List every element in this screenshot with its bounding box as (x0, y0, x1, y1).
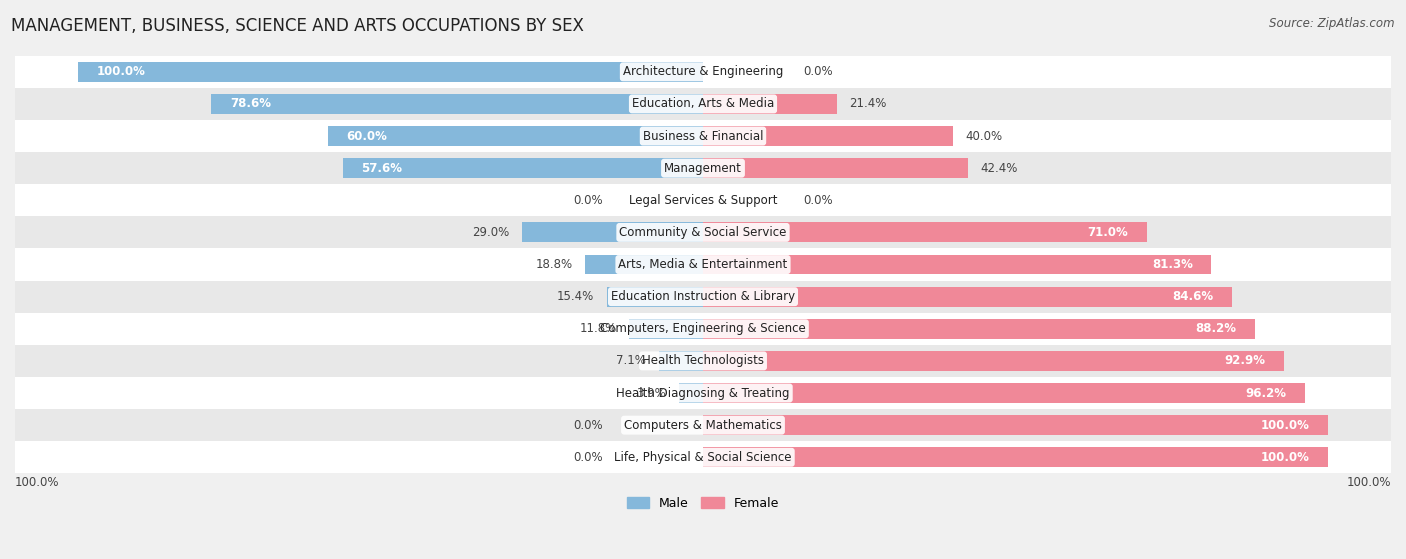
Bar (703, 158, 969, 178)
Text: Source: ZipAtlas.com: Source: ZipAtlas.com (1270, 17, 1395, 30)
Bar (703, 94, 837, 114)
Text: MANAGEMENT, BUSINESS, SCIENCE AND ARTS OCCUPATIONS BY SEX: MANAGEMENT, BUSINESS, SCIENCE AND ARTS O… (11, 17, 583, 35)
Text: 100.0%: 100.0% (15, 476, 59, 489)
Bar (703, 383, 1305, 403)
Bar (15, 312, 1391, 345)
Bar (703, 415, 1329, 435)
Bar (703, 319, 1254, 339)
Legend: Male, Female: Male, Female (621, 492, 785, 515)
Bar (15, 249, 1391, 281)
Bar (15, 216, 1391, 249)
Text: Life, Physical & Social Science: Life, Physical & Social Science (614, 451, 792, 464)
Text: 88.2%: 88.2% (1195, 323, 1236, 335)
Bar (679, 383, 703, 403)
Bar (328, 126, 703, 146)
Text: Computers & Mathematics: Computers & Mathematics (624, 419, 782, 432)
Text: 21.4%: 21.4% (849, 97, 887, 111)
Bar (15, 345, 1391, 377)
Text: 92.9%: 92.9% (1225, 354, 1265, 367)
Text: 0.0%: 0.0% (803, 65, 832, 78)
Bar (15, 441, 1391, 473)
Text: 0.0%: 0.0% (574, 451, 603, 464)
Text: 7.1%: 7.1% (616, 354, 647, 367)
Text: 81.3%: 81.3% (1152, 258, 1192, 271)
Bar (703, 254, 1212, 274)
Text: 57.6%: 57.6% (361, 162, 402, 174)
Text: 96.2%: 96.2% (1244, 386, 1286, 400)
Text: 15.4%: 15.4% (557, 290, 595, 303)
Text: Architecture & Engineering: Architecture & Engineering (623, 65, 783, 78)
Text: Computers, Engineering & Science: Computers, Engineering & Science (600, 323, 806, 335)
Text: 100.0%: 100.0% (1347, 476, 1391, 489)
Text: 100.0%: 100.0% (1261, 451, 1310, 464)
Bar (15, 409, 1391, 441)
Text: Education Instruction & Library: Education Instruction & Library (612, 290, 794, 303)
Text: 29.0%: 29.0% (472, 226, 509, 239)
Text: 3.9%: 3.9% (637, 386, 666, 400)
Text: 71.0%: 71.0% (1088, 226, 1128, 239)
Text: Education, Arts & Media: Education, Arts & Media (631, 97, 775, 111)
Bar (522, 222, 703, 243)
Bar (703, 351, 1284, 371)
Bar (15, 184, 1391, 216)
Text: Legal Services & Support: Legal Services & Support (628, 194, 778, 207)
Bar (15, 281, 1391, 312)
Bar (15, 88, 1391, 120)
Text: 18.8%: 18.8% (536, 258, 572, 271)
Bar (703, 222, 1147, 243)
Bar (606, 287, 703, 307)
Text: 0.0%: 0.0% (803, 194, 832, 207)
Text: Health Technologists: Health Technologists (643, 354, 763, 367)
Text: 60.0%: 60.0% (346, 130, 388, 143)
Text: 78.6%: 78.6% (231, 97, 271, 111)
Text: 40.0%: 40.0% (966, 130, 1002, 143)
Bar (585, 254, 703, 274)
Bar (703, 287, 1232, 307)
Bar (658, 351, 703, 371)
Text: 42.4%: 42.4% (981, 162, 1018, 174)
Bar (703, 447, 1329, 467)
Bar (15, 152, 1391, 184)
Text: 0.0%: 0.0% (574, 194, 603, 207)
Bar (703, 126, 953, 146)
Text: Community & Social Service: Community & Social Service (619, 226, 787, 239)
Text: Arts, Media & Entertainment: Arts, Media & Entertainment (619, 258, 787, 271)
Bar (15, 56, 1391, 88)
Bar (211, 94, 703, 114)
Text: 100.0%: 100.0% (96, 65, 145, 78)
Text: 0.0%: 0.0% (574, 419, 603, 432)
Text: 84.6%: 84.6% (1173, 290, 1213, 303)
Text: Business & Financial: Business & Financial (643, 130, 763, 143)
Text: Management: Management (664, 162, 742, 174)
Text: Health Diagnosing & Treating: Health Diagnosing & Treating (616, 386, 790, 400)
Bar (77, 62, 703, 82)
Text: 100.0%: 100.0% (1261, 419, 1310, 432)
Bar (343, 158, 703, 178)
Bar (15, 120, 1391, 152)
Bar (630, 319, 703, 339)
Text: 11.8%: 11.8% (579, 323, 617, 335)
Bar (15, 377, 1391, 409)
